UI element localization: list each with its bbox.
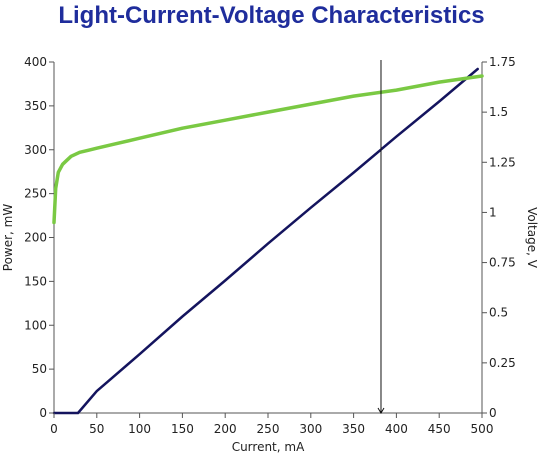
voltage-series-line (52, 74, 484, 225)
x-axis-label: Current, mA (232, 440, 305, 454)
x-tick-label: 0 (50, 422, 58, 436)
y-tick-label: 100 (24, 318, 47, 332)
y2-tick-label: 0.5 (489, 306, 508, 320)
y2-axis-label: Voltage, V (525, 207, 539, 269)
cursor-marker-arrow (377, 407, 385, 414)
y2-tick-label: 0.75 (489, 256, 516, 270)
y2-tick-label: 0.25 (489, 356, 516, 370)
chart-title: Light-Current-Voltage Characteristics (58, 2, 485, 29)
x-tick-label: 100 (128, 422, 151, 436)
x-tick-label: 300 (299, 422, 322, 436)
y-tick-label: 300 (24, 143, 47, 157)
y-tick-label: 250 (24, 187, 47, 201)
y2-tick-label: 0 (489, 406, 497, 420)
y-tick-label: 50 (32, 362, 47, 376)
x-tick-label: 200 (214, 422, 237, 436)
x-tick-label: 450 (428, 422, 451, 436)
power-series-line (52, 67, 479, 415)
x-tick-label: 350 (342, 422, 365, 436)
x-tick-label: 500 (471, 422, 494, 436)
x-tick-label: 400 (385, 422, 408, 436)
y-tick-label: 0 (39, 406, 47, 420)
y-tick-label: 150 (24, 274, 47, 288)
y2-tick-label: 1 (489, 205, 497, 219)
y-tick-label: 200 (24, 231, 47, 245)
x-tick-label: 250 (257, 422, 280, 436)
x-tick-label: 150 (171, 422, 194, 436)
y-axis-label: Power, mW (1, 204, 15, 272)
y-tick-label: 400 (24, 55, 47, 69)
y2-tick-label: 1.5 (489, 105, 508, 119)
x-tick-label: 50 (89, 422, 104, 436)
y2-tick-label: 1.75 (489, 55, 516, 69)
y2-tick-label: 1.25 (489, 155, 516, 169)
y-tick-label: 350 (24, 99, 47, 113)
